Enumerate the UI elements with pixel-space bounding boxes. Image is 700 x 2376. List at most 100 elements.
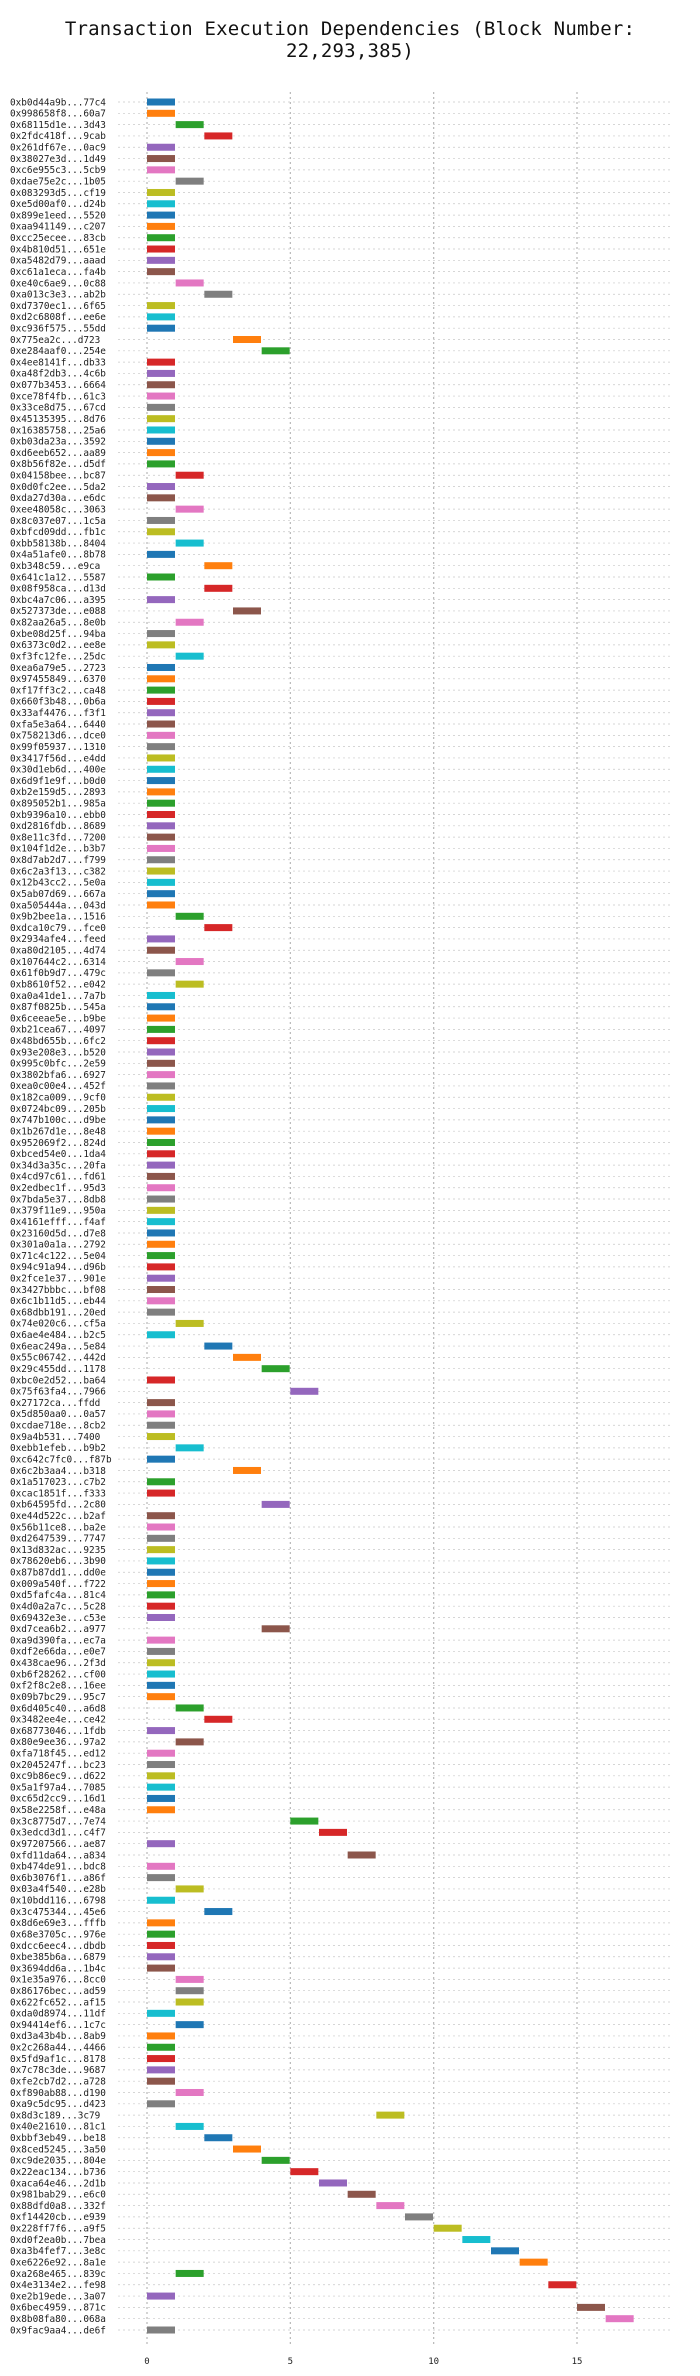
tx-bar [147, 697, 175, 705]
tx-label: 0xce78f4fb...61c3 [10, 391, 106, 402]
tx-bar [147, 415, 175, 423]
tx-label: 0xbb58138b...8404 [10, 538, 106, 549]
tx-label: 0xd7cea6b2...a977 [10, 1624, 106, 1635]
tx-label: 0x68dbb191...20ed [10, 1307, 106, 1318]
tx-label: 0x775ea2c...d723 [10, 335, 100, 346]
tx-label: 0x8c037e07...1c5a [10, 516, 106, 527]
tx-label: 0xc9de2035...804e [10, 2156, 106, 2167]
tx-label: 0x6bec4959...871c [10, 2303, 106, 2314]
tx-bar [147, 1229, 175, 1237]
tx-bar [147, 675, 175, 683]
tx-bar [147, 1953, 175, 1961]
tx-bar [147, 143, 175, 151]
tx-label: 0x5fd9af1c...8178 [10, 2054, 106, 2065]
tx-bar [147, 1308, 175, 1316]
tx-bar [147, 2043, 175, 2051]
tx-label: 0xe40c6ae9...0c88 [10, 278, 106, 289]
tx-label: 0x4e3134e2...fe98 [10, 2280, 106, 2291]
tx-bar [147, 313, 175, 321]
grid-lines [118, 92, 672, 2346]
tx-bar [147, 1874, 175, 1882]
tx-label: 0xc9b86ec9...d622 [10, 1771, 106, 1782]
tx-label: 0x97455849...6370 [10, 674, 106, 685]
tx-bar [147, 1150, 175, 1158]
tx-bar [147, 1930, 175, 1938]
tx-label: 0x33ce8d75...67cd [10, 403, 106, 414]
tx-bar [147, 155, 175, 163]
tx-bar [147, 2077, 175, 2085]
tx-bar [147, 2100, 175, 2108]
tx-bar [147, 1421, 175, 1429]
tx-label: 0xd5fafc4a...81c4 [10, 1590, 106, 1601]
tx-bar [147, 1896, 175, 1904]
tx-label: 0xd3a43b4b...8ab9 [10, 2031, 106, 2042]
tx-bar [204, 924, 233, 932]
tx-label: 0x27172ca...ffdd [10, 1398, 100, 1409]
tx-label: 0x7bda5e37...8db8 [10, 1194, 106, 1205]
tx-bar [147, 1636, 175, 1644]
tx-bar [290, 1387, 319, 1395]
tx-label: 0x2c268a44...4466 [10, 2043, 106, 2054]
tx-label: 0x16385758...25a6 [10, 425, 106, 436]
tx-label: 0x45135395...8d76 [10, 414, 106, 425]
tx-bar [147, 1613, 175, 1621]
tx-label: 0x379f11e9...950a [10, 1206, 106, 1217]
tx-label: 0xb348c59...e9ca [10, 561, 100, 572]
tx-label: 0xdcc6eec4...dbdb [10, 1941, 106, 1952]
tx-bar [147, 1433, 175, 1441]
tx-bar [147, 573, 175, 581]
tx-label: 0x4ee8141f...db33 [10, 357, 106, 368]
tx-label: 0x228ff7f6...a9f5 [10, 2224, 106, 2235]
tx-bar [204, 584, 233, 592]
tx-label: 0xee48058c...3063 [10, 504, 106, 515]
tx-label: 0x75f63fa4...7966 [10, 1387, 106, 1398]
tx-bar [147, 483, 175, 491]
tx-bar [147, 754, 175, 762]
tx-bar [147, 1410, 175, 1418]
tx-bar [147, 991, 175, 999]
tx-label: 0x10bdd116...6798 [10, 1896, 106, 1907]
tx-label: 0x23160d5d...d7e8 [10, 1228, 106, 1239]
tx-bar [147, 2292, 175, 2300]
tx-bar [147, 1297, 175, 1305]
tx-label: 0x083293d5...cf19 [10, 188, 106, 199]
tx-label: 0xc936f575...55dd [10, 323, 106, 334]
tx-label: 0xc642c7fc0...f87b [10, 1454, 112, 1465]
tx-label: 0x1b267d1e...8e48 [10, 1126, 106, 1137]
tx-label: 0xd2647539...7747 [10, 1534, 106, 1545]
tx-label: 0x3417f56d...e4dd [10, 753, 106, 764]
tx-bar [405, 2213, 433, 2221]
tx-label: 0x2fce1e37...901e [10, 1274, 106, 1285]
tx-bar [491, 2247, 519, 2255]
tx-label: 0xe2b19ede...3a07 [10, 2291, 106, 2302]
tx-label: 0xa9d390fa...ec7a [10, 1635, 106, 1646]
tx-label: 0x995c0bfc...2e59 [10, 1059, 106, 1070]
tx-label: 0xa3b4fef7...3e8c [10, 2246, 106, 2257]
tx-label: 0x6b3076f1...a86f [10, 1873, 106, 1884]
tx-label: 0xa013c3e3...ab2b [10, 290, 106, 301]
tx-label: 0x68115d1e...3d43 [10, 120, 106, 131]
tx-label: 0x9fac9aa4...de6f [10, 2325, 106, 2336]
tx-bar [204, 1908, 233, 1916]
tx-bar [147, 1794, 175, 1802]
tx-label: 0x998658f8...60a7 [10, 109, 106, 120]
tx-label: 0x86176bec...ad59 [10, 1986, 106, 1997]
tx-label: 0xbfcd09dd...fb1c [10, 527, 106, 538]
tx-bar [147, 1602, 175, 1610]
tx-label: 0xf14420cb...e939 [10, 2212, 106, 2223]
tx-label: 0xcdae718e...8cb2 [10, 1421, 106, 1432]
tx-label: 0xfd11da64...a834 [10, 1850, 106, 1861]
tx-bar [261, 1625, 290, 1633]
tx-label: 0x56b11ce8...ba2e [10, 1522, 106, 1533]
tx-bar [147, 1240, 175, 1248]
tx-label: 0xb0d44a9b...77c4 [10, 97, 106, 108]
tx-label: 0xfa5e3a64...6440 [10, 719, 106, 730]
tx-bar [147, 1557, 175, 1565]
tx-label: 0x48bd655b...6fc2 [10, 1036, 106, 1047]
tx-bar [147, 1580, 175, 1588]
tx-bar [147, 641, 175, 649]
tx-bar [147, 358, 175, 366]
x-tick-label: 5 [288, 2357, 293, 2367]
tx-label: 0x4b810d51...651e [10, 244, 106, 255]
tx-bar [147, 1941, 175, 1949]
